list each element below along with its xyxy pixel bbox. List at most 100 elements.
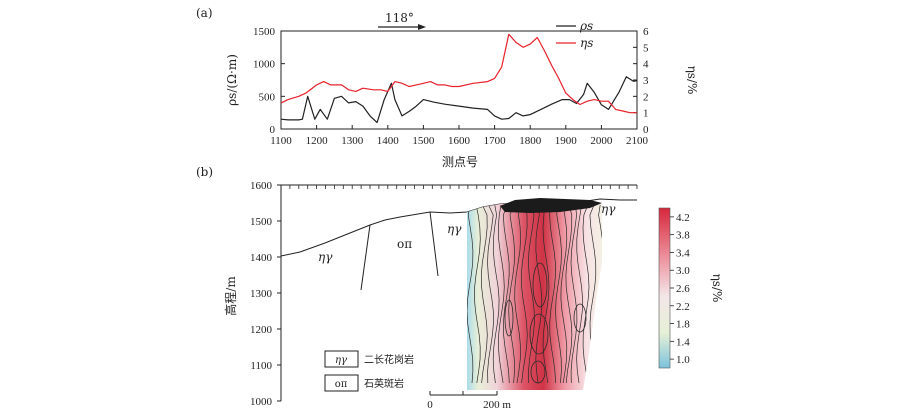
b-ytick-label-6: 1600 xyxy=(250,180,273,192)
direction-annotation: 118° xyxy=(385,11,414,25)
contour-closed-4 xyxy=(504,299,514,337)
contour-line-3 xyxy=(487,204,494,384)
colorbar-tick-label-7: 3.8 xyxy=(676,230,690,242)
contour-line-0 xyxy=(467,204,474,384)
a-xtick-label-9: 2000 xyxy=(590,135,613,147)
rock-boundary-1 xyxy=(360,224,371,291)
contour-line-10 xyxy=(528,204,535,384)
panel-b-legend: ηγ 二长花岗岩 oπ 石英斑岩 xyxy=(324,350,414,392)
legend-text-1: 二长花岗岩 xyxy=(364,353,414,366)
colorbar-ticks: 1.0 1.4 1.8 2.2 2.6 3.0 3.4 3.8 4.2 xyxy=(670,212,690,366)
legend-rho-label: ρs xyxy=(579,19,593,33)
contour-line-1 xyxy=(474,204,481,384)
rock-label-3: ηγ xyxy=(447,222,462,236)
legend-symbol-1: ηγ xyxy=(335,355,347,366)
panel-b-ylabel: 高程/m xyxy=(223,276,238,316)
panel-b-y-axis: 1000 1100 1200 1300 1400 1500 1600 xyxy=(250,180,282,408)
legend-box-2 xyxy=(324,374,359,392)
panel-a-right-y-axis: 0 1 2 3 4 5 6 xyxy=(633,26,649,136)
contour-line-16 xyxy=(565,204,573,384)
a-ytick-right-label-0: 0 xyxy=(643,124,649,136)
contour-line-14 xyxy=(555,205,562,384)
colorbar-tick-label-0: 1.0 xyxy=(676,354,690,366)
a-ytick-left-label-1: 500 xyxy=(259,91,276,103)
a-ytick-left-label-0: 0 xyxy=(270,124,276,136)
colorbar-tick-label-5: 3.0 xyxy=(676,265,690,277)
contour-closed-0 xyxy=(532,262,548,308)
b-ytick-label-0: 1000 xyxy=(250,396,273,408)
b-ytick-label-1: 1100 xyxy=(250,360,272,372)
b-ytick-label-2: 1200 xyxy=(250,324,273,336)
legend-text-2: 石英斑岩 xyxy=(364,377,404,390)
colorbar-tick-label-6: 3.4 xyxy=(676,247,690,259)
b-ytick-label-3: 1300 xyxy=(250,288,273,300)
legend-symbol-2: oπ xyxy=(335,379,348,390)
colorbar-tick-label-1: 1.4 xyxy=(676,336,690,348)
rock-label-2: oπ xyxy=(397,237,412,251)
panel-a-series xyxy=(280,33,638,124)
panel-a-xlabel: 测点号 xyxy=(442,155,478,169)
a-xtick-label-2: 1300 xyxy=(341,135,364,147)
contour-closed-2 xyxy=(530,360,546,384)
a-xtick-label-7: 1800 xyxy=(519,135,542,147)
rock-label-4: ηγ xyxy=(601,202,616,216)
colorbar-label: ηs/% xyxy=(710,274,724,303)
heatmap-contours xyxy=(467,204,602,384)
panel-a-legend: ρs ηs xyxy=(556,19,593,50)
colorbar-tick-label-2: 1.8 xyxy=(676,319,690,331)
a-ytick-right-label-5: 5 xyxy=(643,42,649,54)
a-xtick-label-4: 1500 xyxy=(412,135,435,147)
scale-bar: 0 200 m xyxy=(427,391,511,411)
contour-closed-3 xyxy=(573,303,587,333)
a-ytick-left-label-2: 1000 xyxy=(253,59,276,71)
a-ytick-right-label-2: 2 xyxy=(643,91,649,103)
a-xtick-label-10: 2100 xyxy=(626,135,649,147)
legend-eta-label: ηs xyxy=(580,36,593,50)
scale-bar-end-label: 200 m xyxy=(483,399,511,411)
panel-a-x-axis: 1100 1200 1300 1400 1500 1600 1700 1800 1900 2000… xyxy=(270,125,649,147)
contour-line-7 xyxy=(508,204,515,384)
rock-boundary-2 xyxy=(429,211,439,277)
contour-line-15 xyxy=(560,204,568,384)
a-ytick-left-label-3: 1500 xyxy=(253,26,276,38)
contour-line-12 xyxy=(542,204,550,384)
colorbar-ramp xyxy=(658,207,671,369)
contour-line-9 xyxy=(520,204,528,384)
contour-line-5 xyxy=(497,204,505,384)
a-xtick-label-6: 1700 xyxy=(484,135,507,147)
panel-b-top-ticks xyxy=(280,185,638,189)
ip-section-heatmap xyxy=(467,198,602,390)
b-ytick-label-5: 1500 xyxy=(250,216,273,228)
a-ytick-right-label-1: 1 xyxy=(643,108,649,120)
near-surface-dense-contours xyxy=(500,198,602,213)
contour-line-18 xyxy=(576,204,583,384)
scale-bar-start-label: 0 xyxy=(427,399,433,411)
contour-line-17 xyxy=(570,204,578,384)
panel-a-ylabel-right: ηs/% xyxy=(685,66,699,95)
contour-closed-1 xyxy=(529,313,549,355)
panel-a: (a) 118° 1100 1200 1300 1400 1500 1 6 0 0 1700 180… xyxy=(196,6,699,169)
contour-line-2 xyxy=(480,204,488,384)
a-xtick-label-1: 1200 xyxy=(306,135,329,147)
contour-line-4 xyxy=(492,204,500,384)
panel-b-label: (b) xyxy=(196,165,213,179)
rho-s-series-line xyxy=(280,76,638,124)
contour-line-8 xyxy=(514,204,521,384)
contour-line-6 xyxy=(502,204,510,384)
a-xtick-label-0: 1100 xyxy=(270,135,292,147)
rock-label-1: ηγ xyxy=(318,250,333,264)
eta-s-series-line xyxy=(280,33,637,114)
a-xtick-label-3: 1400 xyxy=(377,135,400,147)
panel-a-ylabel-left: ρs/(Ω·m) xyxy=(225,54,239,106)
b-ytick-label-4: 1400 xyxy=(250,252,273,264)
colorbar: 1.0 1.4 1.8 2.2 2.6 3.0 3.4 3.8 4.2 ηs/% xyxy=(658,207,724,369)
a-ytick-right-label-6: 6 xyxy=(643,26,649,38)
a-ytick-right-label-3: 3 xyxy=(643,75,649,87)
direction-arrow-head xyxy=(418,24,426,30)
colorbar-tick-label-4: 2.6 xyxy=(676,283,690,295)
panel-a-label: (a) xyxy=(196,6,213,20)
colorbar-tick-label-3: 2.2 xyxy=(676,301,690,313)
legend-box-1 xyxy=(324,350,359,368)
